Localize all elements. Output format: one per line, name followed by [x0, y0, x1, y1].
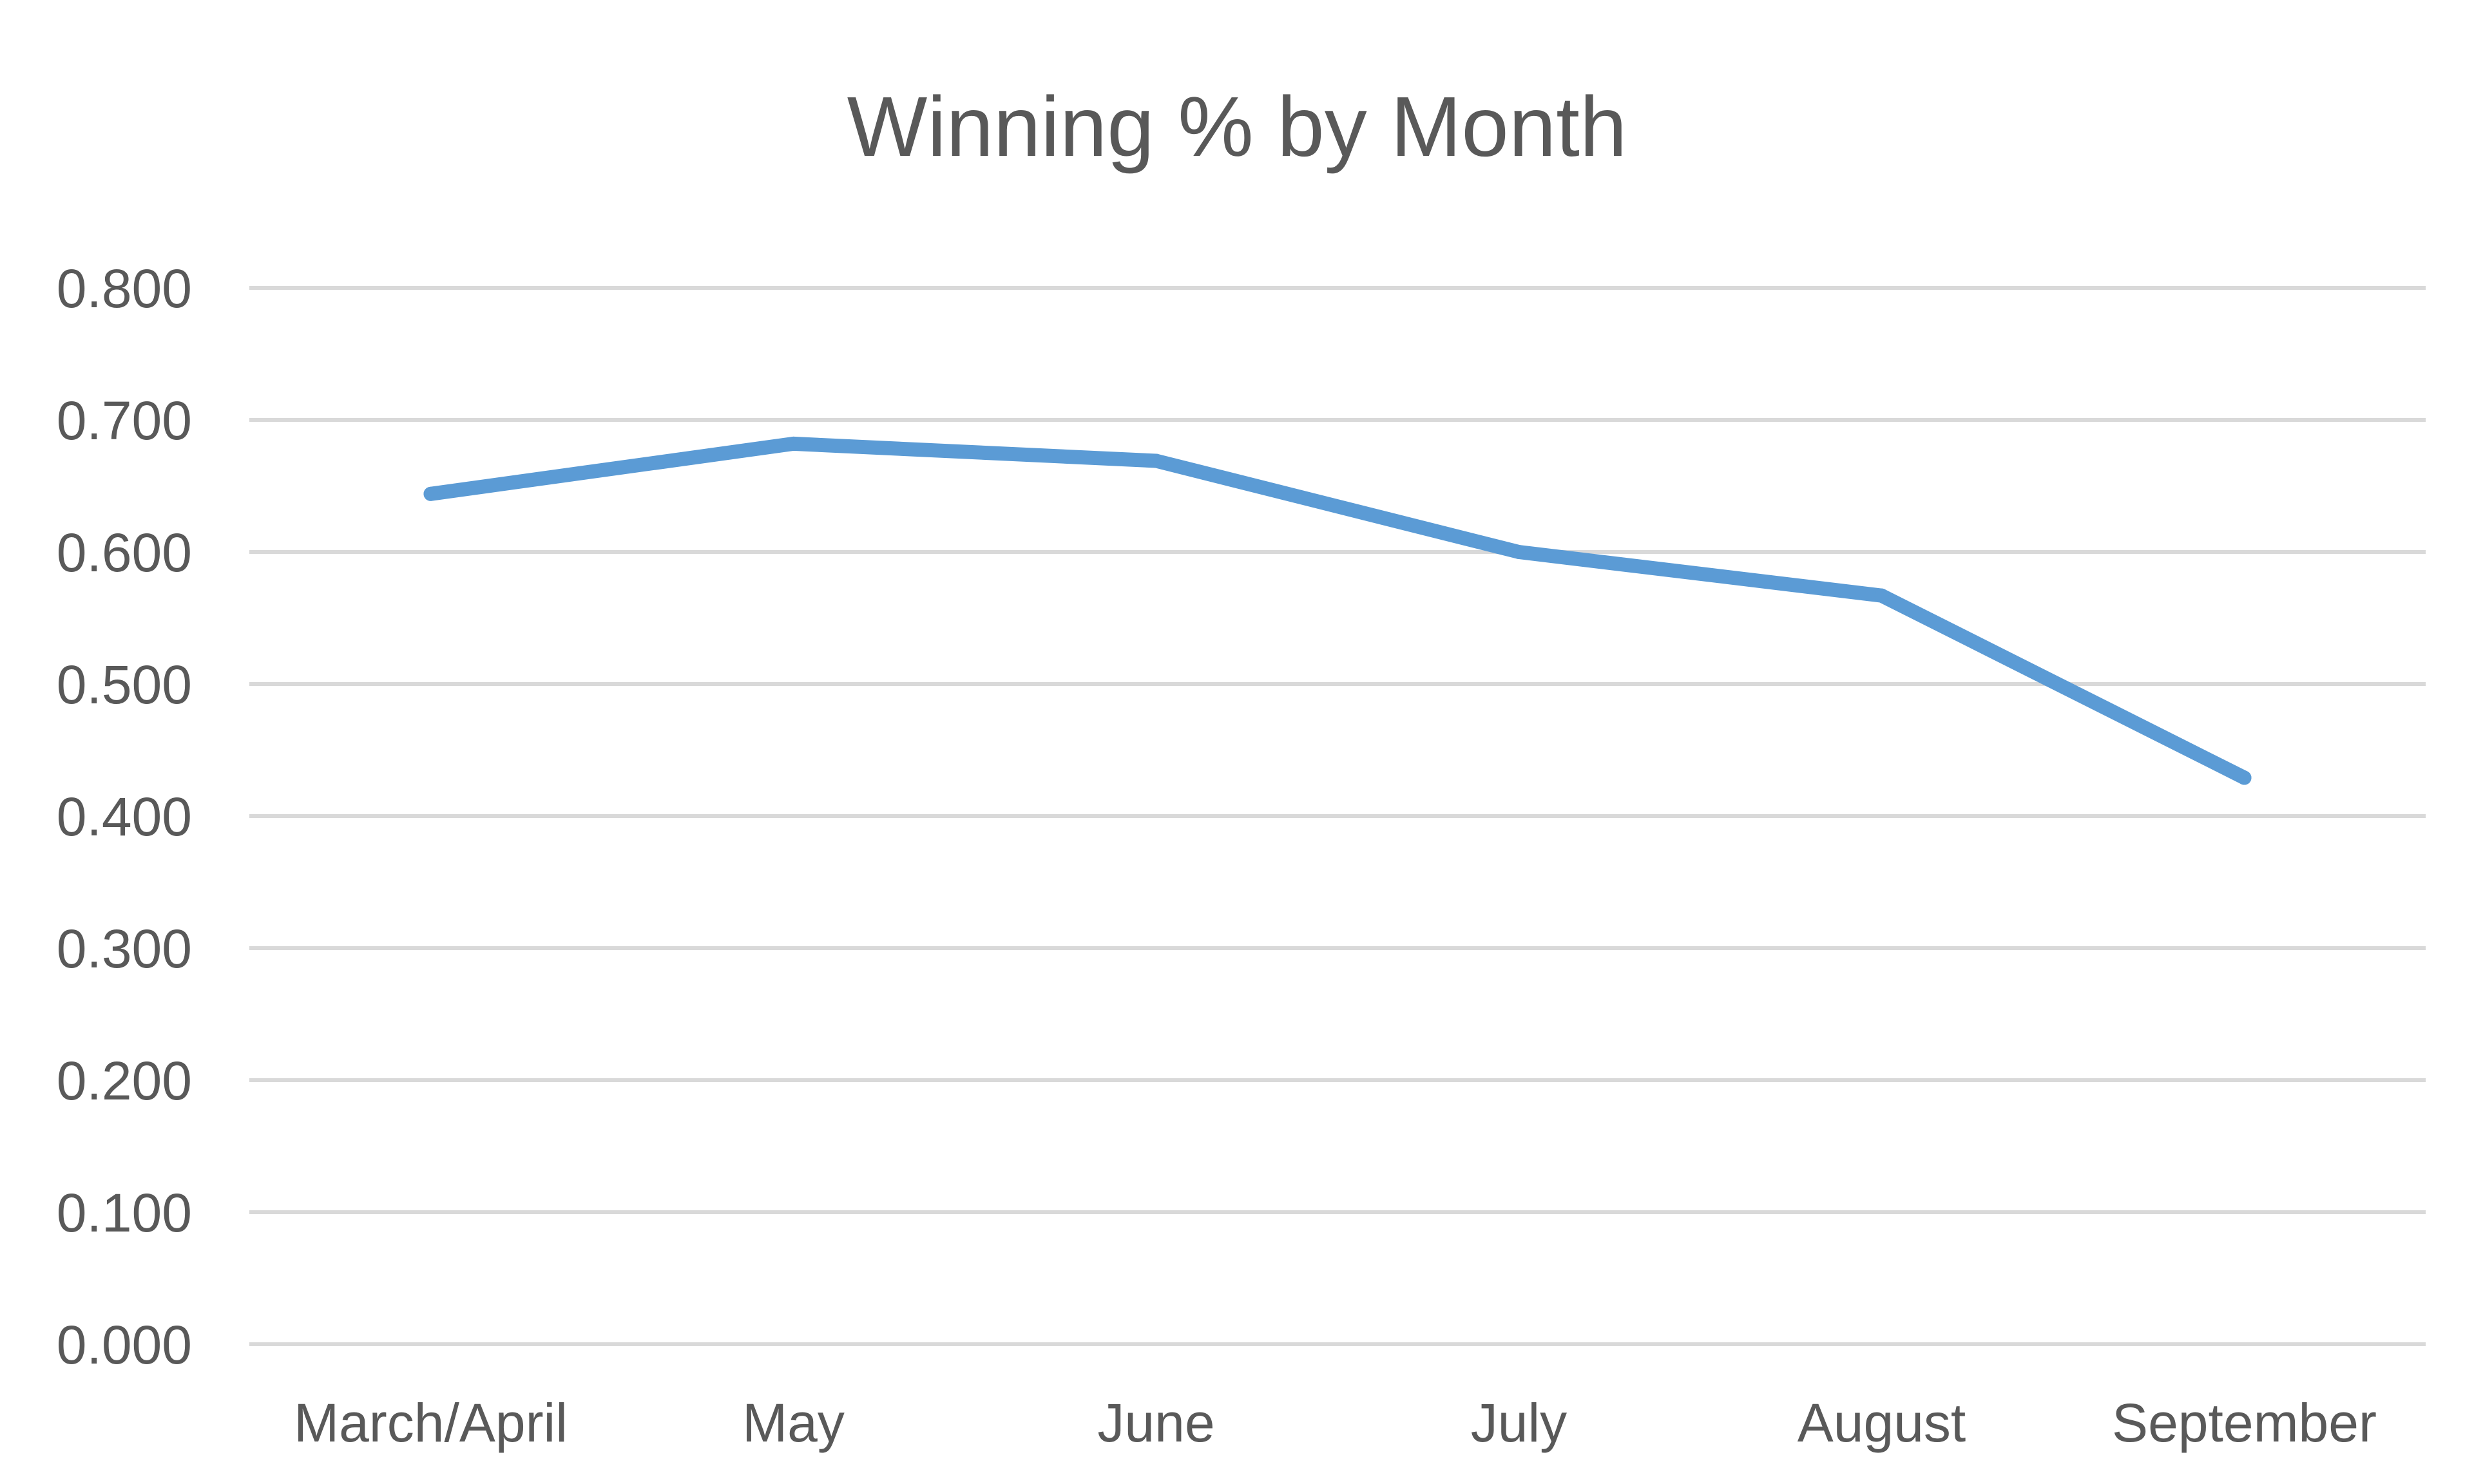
y-axis-tick-labels: 0.000 0.100 0.200 0.300 0.400 0.500 0.600 0.700… [57, 258, 192, 1375]
series-lines [423, 436, 2252, 785]
data-point [423, 486, 438, 501]
y-tick-label: 0.300 [57, 918, 192, 979]
gridlines [249, 286, 2426, 1346]
data-point [786, 436, 801, 451]
y-tick-label: 0.800 [57, 258, 192, 319]
x-axis-tick-labels: March/April May June July August September [294, 1393, 2377, 1453]
series-line [423, 436, 2252, 785]
x-tick-label: May [742, 1393, 845, 1453]
data-point [1149, 453, 1164, 468]
x-tick-label: July [1471, 1393, 1567, 1453]
data-point [2237, 770, 2252, 785]
y-tick-label: 0.400 [57, 786, 192, 847]
y-tick-label: 0.000 [57, 1315, 192, 1375]
data-point [1511, 545, 1526, 559]
chart-title: Winning % by Month [847, 79, 1627, 174]
y-tick-label: 0.200 [57, 1051, 192, 1111]
y-tick-label: 0.700 [57, 390, 192, 451]
y-tick-label: 0.600 [57, 522, 192, 583]
x-tick-label: September [2112, 1393, 2377, 1453]
y-tick-label: 0.500 [57, 654, 192, 715]
x-tick-label: August [1798, 1393, 1966, 1453]
x-tick-label: March/April [294, 1393, 568, 1453]
data-point [1874, 588, 1889, 603]
x-tick-label: June [1097, 1393, 1214, 1453]
y-tick-label: 0.100 [57, 1183, 192, 1243]
